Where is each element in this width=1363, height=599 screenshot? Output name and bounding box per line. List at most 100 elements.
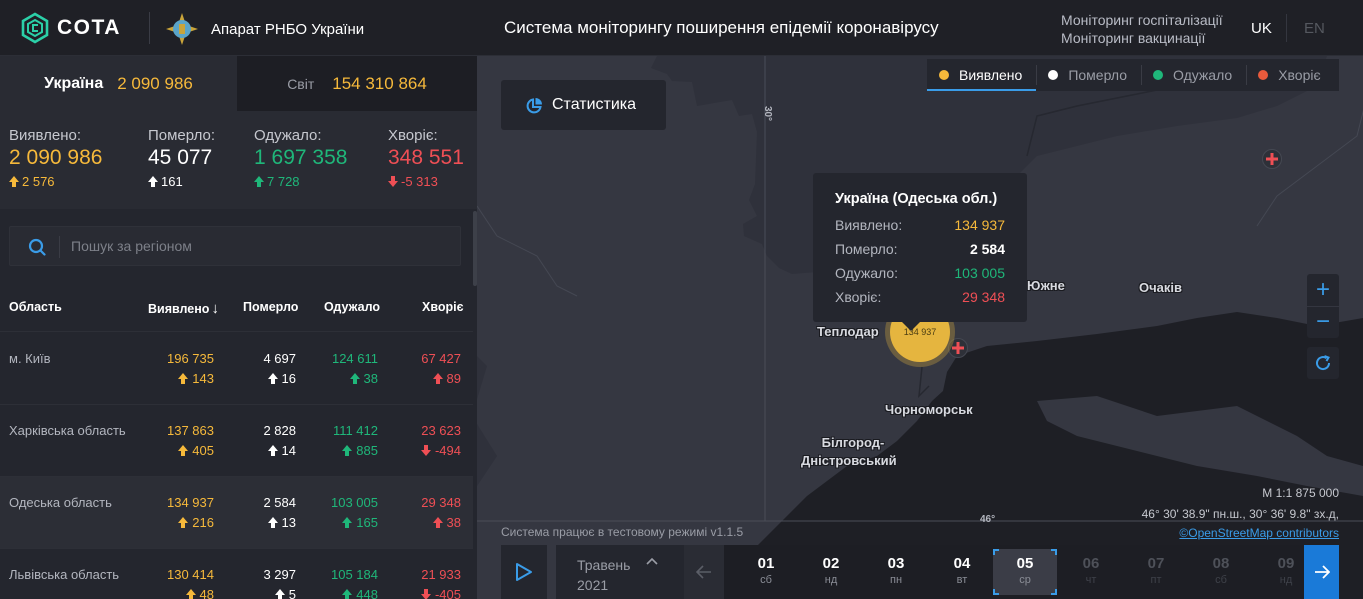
- statistics-label: Статистика: [552, 96, 637, 113]
- tooltip-value: 103 005: [954, 265, 1005, 281]
- delta-value: 448: [356, 587, 378, 599]
- hospital-marker[interactable]: [948, 338, 968, 358]
- col-died[interactable]: Померло: [243, 300, 299, 314]
- day-08[interactable]: 08 сб: [1189, 549, 1253, 595]
- delta: 38: [349, 371, 378, 386]
- delta-value: 216: [192, 515, 214, 530]
- tab-ukraine[interactable]: Україна 2 090 986: [0, 56, 237, 111]
- table-row-selected[interactable]: Одеська область 134 937 216 2 584 13 103 0…: [0, 477, 473, 549]
- table-row[interactable]: Львівська область 130 414 48 3 297 5 105 1…: [0, 549, 473, 599]
- arrow-up-icon: [432, 373, 443, 384]
- reset-view-button[interactable]: [1307, 347, 1339, 379]
- prev-days-button[interactable]: [684, 545, 724, 599]
- tooltip-title: Україна (Одеська обл.): [835, 191, 998, 207]
- delta-value: 48: [199, 587, 214, 599]
- value: 4 697: [263, 351, 296, 366]
- value: 134 937: [167, 495, 214, 510]
- map-canvas[interactable]: 30° 46° Статистика Виявлено Померло Одуж…: [477, 56, 1363, 599]
- day-number: 04: [953, 555, 971, 572]
- delta: 48: [185, 587, 214, 599]
- play-button[interactable]: [501, 545, 547, 599]
- next-days-button[interactable]: [1304, 545, 1339, 599]
- lang-uk[interactable]: UK: [1251, 20, 1272, 37]
- delta: 885: [342, 443, 378, 458]
- day-weekday: нд: [1279, 574, 1293, 586]
- col-detected[interactable]: Виявлено ↓: [148, 300, 219, 317]
- delta-value: -494: [434, 443, 461, 458]
- day-05-selected[interactable]: 05 ср: [993, 549, 1057, 595]
- white-dot-icon: [1048, 70, 1059, 80]
- divider: [59, 236, 60, 258]
- osm-attribution-link[interactable]: ©OpenStreetMap contributors: [1179, 526, 1339, 540]
- hospital-marker[interactable]: [1262, 149, 1282, 169]
- date-timeline: Травень 2021 01 сб 02 нд 03 пн 04 вт 05 ср 06…: [501, 545, 1339, 599]
- day-weekday: пн: [889, 574, 903, 586]
- day-07[interactable]: 07 пт: [1124, 549, 1188, 595]
- tab-world[interactable]: Світ 154 310 864: [237, 56, 477, 111]
- delta: 14: [267, 443, 296, 458]
- search-input[interactable]: [71, 227, 451, 265]
- day-weekday: пт: [1150, 574, 1162, 586]
- stat-value: 45 077: [148, 146, 213, 169]
- version-notice: Система працює в тестовому режимі v1.1.5: [501, 525, 744, 539]
- search-icon: [28, 238, 46, 256]
- col-recovered[interactable]: Одужало: [324, 300, 380, 314]
- legend-detected[interactable]: Виявлено: [927, 59, 1037, 91]
- map-layer-legend: Виявлено Померло Одужало Хворіє: [927, 59, 1339, 91]
- value: 21 933: [421, 567, 461, 582]
- value: 124 611: [331, 351, 378, 366]
- table-row[interactable]: м. Київ 196 735 143 4 697 16 124 611 38 67 …: [0, 333, 473, 405]
- day-number: 05: [1016, 555, 1034, 572]
- stat-value: 2 090 986: [9, 146, 103, 169]
- arrow-up-icon: [185, 589, 196, 599]
- day-04[interactable]: 04 вт: [930, 549, 994, 595]
- delta-value: 161: [161, 174, 183, 189]
- col-sick[interactable]: Хворіє: [422, 300, 464, 314]
- day-weekday: вт: [956, 574, 968, 586]
- stat-died: Померло: 45 077 161: [148, 127, 215, 189]
- day-09[interactable]: 09 нд: [1254, 549, 1318, 595]
- col-region[interactable]: Область: [9, 300, 62, 314]
- table-row[interactable]: Харківська область 137 863 405 2 828 14 11…: [0, 405, 473, 477]
- vaccination-link[interactable]: Моніторинг вакцинації: [1061, 30, 1206, 46]
- sidebar-scrollbar[interactable]: [473, 211, 477, 286]
- red-dot-icon: [1258, 70, 1269, 80]
- day-02[interactable]: 02 нд: [799, 549, 863, 595]
- value: 23 623: [421, 423, 461, 438]
- statistics-button[interactable]: Статистика: [501, 80, 666, 130]
- legend-sick[interactable]: Хворіє: [1246, 59, 1334, 91]
- stat-value: 348 551: [388, 146, 464, 169]
- zoom-controls: + −: [1307, 274, 1339, 338]
- stat-delta: 2 576: [9, 174, 102, 189]
- arrow-up-icon: [178, 517, 189, 528]
- arrow-up-icon: [178, 445, 189, 456]
- hospitalization-link[interactable]: Моніторинг госпіталізації: [1061, 12, 1223, 28]
- month-selector[interactable]: Травень 2021: [556, 545, 684, 599]
- stat-sick: Хворіє: 348 551 -5 313: [388, 127, 464, 189]
- rnbo-org[interactable]: Апарат РНБО України: [165, 12, 364, 46]
- delta-value: -5 313: [401, 174, 438, 189]
- legend-died[interactable]: Померло: [1036, 59, 1141, 91]
- day-weekday: нд: [824, 574, 838, 586]
- zoom-out-button[interactable]: −: [1315, 308, 1330, 336]
- delta: 13: [267, 515, 296, 530]
- stat-label: Хворіє:: [388, 127, 438, 144]
- monitoring-links: Моніторинг госпіталізації Моніторинг вак…: [1061, 11, 1223, 47]
- delta-value: 38: [363, 371, 378, 386]
- day-06[interactable]: 06 чт: [1059, 549, 1123, 595]
- day-01[interactable]: 01 сб: [734, 549, 798, 595]
- value: 111 412: [332, 423, 378, 438]
- stat-recovered: Одужало: 1 697 358 7 728: [254, 127, 347, 189]
- lang-en[interactable]: EN: [1304, 20, 1325, 37]
- legend-recovered[interactable]: Одужало: [1141, 59, 1246, 91]
- tooltip-row: Виявлено: 134 937: [835, 213, 1005, 237]
- city-label: Дністровський: [801, 453, 897, 468]
- tooltip-label: Одужало:: [835, 265, 899, 281]
- app-title: Система моніторингу поширення епідемії к…: [504, 18, 939, 37]
- value: 103 005: [331, 495, 378, 510]
- cota-logo[interactable]: COTA: [20, 12, 121, 44]
- day-03[interactable]: 03 пн: [864, 549, 928, 595]
- zoom-in-button[interactable]: +: [1315, 275, 1330, 303]
- delta: 5: [274, 587, 296, 599]
- stat-delta: 161: [148, 174, 215, 189]
